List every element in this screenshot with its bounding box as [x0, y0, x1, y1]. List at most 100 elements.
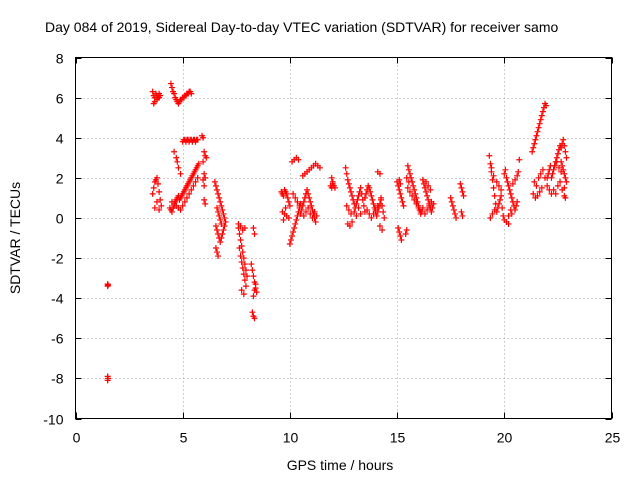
- data-point: [297, 210, 304, 217]
- data-point: [558, 144, 565, 151]
- data-point: [342, 164, 349, 171]
- data-point: [423, 188, 430, 195]
- data-point: [406, 170, 413, 177]
- data-series: [198, 132, 210, 207]
- y-tick-label: -8: [51, 371, 64, 387]
- data-point: [238, 259, 245, 266]
- data-point: [425, 182, 432, 189]
- data-point: [299, 202, 306, 209]
- data-point: [355, 192, 362, 199]
- data-point: [497, 196, 504, 203]
- data-point: [507, 190, 514, 197]
- data-point: [211, 178, 218, 185]
- data-point: [304, 186, 311, 193]
- y-axis-label: SDTVAR / TECUs: [7, 182, 23, 294]
- data-point: [533, 182, 540, 189]
- data-point: [286, 202, 293, 209]
- data-point: [201, 170, 208, 177]
- data-point: [308, 202, 315, 209]
- data-point: [292, 220, 299, 227]
- data-point: [290, 190, 297, 197]
- y-tick-label: 4: [56, 131, 64, 147]
- data-point: [240, 291, 247, 298]
- data-point: [217, 216, 224, 223]
- data-point: [218, 235, 225, 241]
- data-series: [548, 142, 570, 201]
- data-point: [238, 287, 245, 294]
- data-point: [236, 245, 243, 252]
- data-point: [397, 190, 404, 197]
- data-point: [351, 208, 358, 215]
- data-point: [404, 184, 411, 191]
- data-point: [372, 206, 379, 213]
- data-point: [175, 164, 182, 171]
- data-point: [331, 184, 338, 191]
- x-tick-label: 25: [605, 430, 621, 446]
- data-series: [486, 152, 508, 223]
- data-point: [218, 220, 225, 227]
- data-point: [305, 204, 312, 211]
- data-point: [412, 190, 419, 197]
- data-point: [284, 194, 291, 201]
- data-point: [307, 210, 314, 217]
- data-series: [501, 156, 523, 227]
- y-tick-label: -2: [51, 251, 64, 267]
- data-point: [283, 190, 290, 197]
- data-point: [316, 164, 323, 171]
- data-point: [366, 184, 373, 191]
- data-point: [562, 194, 569, 201]
- data-point: [424, 192, 431, 199]
- data-series: [297, 160, 323, 225]
- data-point: [167, 80, 174, 87]
- data-point: [538, 184, 545, 191]
- data-point: [489, 176, 496, 183]
- data-point: [200, 158, 207, 165]
- data-point: [212, 222, 219, 229]
- data-point: [503, 174, 510, 181]
- data-point: [548, 174, 555, 181]
- data-point: [252, 281, 259, 288]
- data-series: [327, 174, 338, 191]
- data-point: [361, 194, 368, 201]
- data-point: [514, 198, 521, 205]
- data-point: [533, 132, 540, 139]
- data-point: [487, 214, 494, 221]
- data-point: [181, 198, 188, 205]
- data-point: [214, 204, 221, 211]
- data-point: [290, 228, 297, 235]
- data-point: [370, 200, 377, 207]
- data-point: [490, 172, 497, 179]
- data-point: [487, 160, 494, 167]
- x-tick-label: 5: [180, 430, 188, 446]
- data-point: [514, 172, 521, 179]
- data-point: [311, 208, 318, 215]
- data-point: [313, 212, 320, 219]
- data-point: [554, 182, 561, 189]
- data-series: [104, 281, 112, 384]
- data-point: [489, 210, 496, 217]
- data-point: [251, 287, 258, 294]
- data-point: [221, 222, 228, 229]
- data-point: [150, 184, 157, 191]
- data-point: [282, 204, 289, 211]
- data-point: [348, 188, 355, 195]
- data-point: [553, 158, 560, 165]
- data-point: [554, 150, 561, 157]
- data-point: [505, 220, 512, 227]
- data-point: [291, 224, 298, 231]
- data-point: [374, 202, 381, 209]
- data-point: [153, 198, 160, 205]
- data-point: [346, 184, 353, 191]
- data-point: [219, 206, 226, 213]
- data-series: [558, 136, 570, 191]
- data-point: [561, 142, 568, 149]
- data-point: [405, 178, 412, 185]
- grid-lines: [75, 57, 612, 419]
- data-series: [529, 100, 555, 201]
- data-point: [188, 90, 195, 97]
- y-tick-label: 8: [56, 51, 64, 67]
- data-point: [370, 210, 377, 217]
- data-point: [488, 164, 495, 171]
- data-point: [549, 170, 556, 177]
